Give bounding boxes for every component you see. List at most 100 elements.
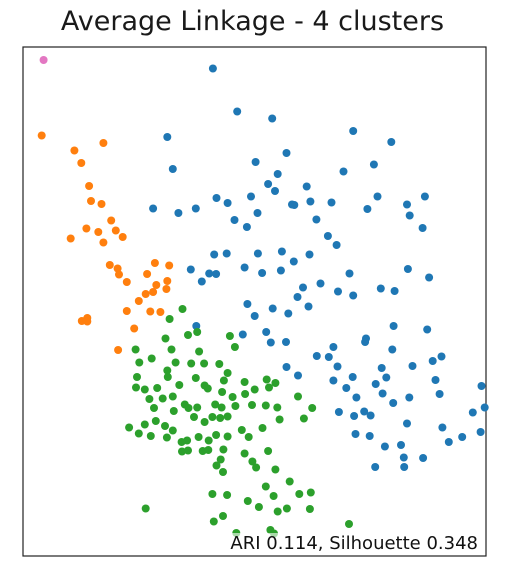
data-point <box>437 352 446 361</box>
data-point <box>333 362 342 371</box>
data-point <box>252 463 261 472</box>
data-point <box>203 384 212 393</box>
data-point <box>403 265 412 273</box>
data-point <box>282 338 290 346</box>
data-point <box>248 401 256 409</box>
cluster-4-points <box>39 56 48 64</box>
data-point <box>419 454 428 462</box>
data-point <box>215 360 224 368</box>
data-point <box>258 269 267 277</box>
data-point <box>133 373 141 381</box>
data-point <box>216 455 225 464</box>
data-point <box>293 293 302 301</box>
data-point <box>99 238 108 247</box>
data-point <box>204 446 213 454</box>
data-point <box>282 504 291 513</box>
data-point <box>284 309 293 318</box>
data-point <box>111 226 120 235</box>
data-point <box>223 491 232 499</box>
data-point <box>350 412 359 420</box>
data-point <box>361 338 370 346</box>
cluster-1-points <box>149 64 489 471</box>
data-point <box>190 413 198 421</box>
data-point <box>194 433 203 441</box>
data-point <box>271 379 280 387</box>
data-point <box>420 192 429 201</box>
data-point <box>403 200 411 209</box>
data-point <box>158 394 167 403</box>
data-point <box>193 403 202 412</box>
data-point <box>458 433 467 441</box>
data-point <box>468 408 477 417</box>
data-point <box>87 197 95 205</box>
data-point <box>345 520 353 528</box>
data-point <box>277 247 286 256</box>
score-annotation: ARI 0.114, Silhouette 0.348 <box>230 533 478 554</box>
data-point <box>230 216 239 224</box>
data-point <box>195 347 204 356</box>
data-point <box>82 224 91 233</box>
data-point <box>39 56 48 64</box>
data-point <box>146 432 155 440</box>
data-point <box>423 325 432 334</box>
data-point <box>388 345 397 354</box>
data-point <box>373 192 382 201</box>
data-point <box>217 403 226 412</box>
data-point <box>380 442 389 451</box>
data-point <box>197 277 206 286</box>
data-point <box>369 160 378 169</box>
data-point <box>273 170 282 178</box>
data-point <box>223 199 232 207</box>
data-point <box>149 288 158 296</box>
data-point <box>268 114 277 123</box>
data-point <box>97 200 106 208</box>
data-point <box>184 331 192 339</box>
data-point <box>212 270 221 278</box>
data-point <box>349 127 358 135</box>
data-point <box>70 146 79 155</box>
data-point <box>371 380 380 388</box>
data-point <box>186 265 195 274</box>
data-point <box>400 463 409 471</box>
data-point <box>295 490 304 498</box>
data-point <box>168 165 177 173</box>
data-point <box>161 422 169 430</box>
data-point <box>323 232 332 240</box>
data-point <box>251 158 260 166</box>
data-point <box>480 403 489 412</box>
data-point <box>273 403 282 412</box>
data-point <box>178 447 186 456</box>
data-point <box>193 328 202 336</box>
data-point <box>247 192 255 201</box>
data-point <box>363 205 372 213</box>
data-point <box>258 424 267 432</box>
data-point <box>105 261 114 269</box>
data-point <box>365 432 374 440</box>
data-point <box>152 281 161 289</box>
data-point <box>243 497 252 505</box>
data-point <box>244 433 253 441</box>
data-point <box>316 279 325 288</box>
data-point <box>268 304 277 313</box>
data-point <box>299 283 307 292</box>
data-point <box>132 383 140 392</box>
data-point <box>389 322 398 330</box>
data-point <box>204 436 213 445</box>
data-point <box>476 428 485 436</box>
data-point <box>122 307 131 315</box>
data-point <box>348 373 357 381</box>
data-point <box>312 352 321 360</box>
data-point <box>360 407 369 416</box>
data-point <box>230 343 239 351</box>
data-point <box>399 453 408 462</box>
data-point <box>169 407 178 415</box>
data-point <box>178 305 187 313</box>
data-point <box>168 392 177 401</box>
data-point <box>146 307 155 316</box>
data-point <box>282 363 291 371</box>
data-point <box>99 139 108 147</box>
data-point <box>210 250 219 259</box>
data-point <box>162 433 171 442</box>
cluster-2-points <box>37 131 174 354</box>
data-point <box>94 228 103 236</box>
